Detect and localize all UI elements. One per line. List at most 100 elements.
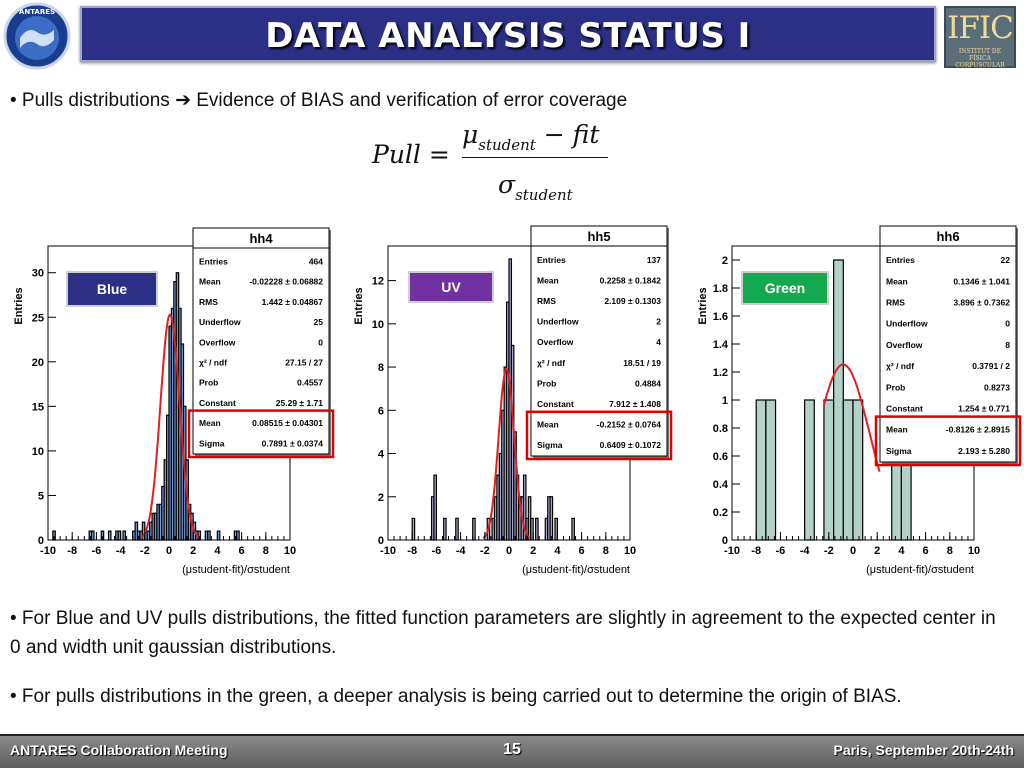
stats-value: 1.442 ± 0.04867 (262, 297, 324, 307)
stats-key: Mean (199, 418, 221, 428)
stats-value: 0.4557 (297, 378, 323, 388)
y-tick-label: 0 (378, 535, 384, 547)
bullet-blue-uv: • For Blue and UV pulls distributions, t… (10, 608, 996, 658)
stats-box-bg (192, 227, 330, 455)
stats-key: RMS (537, 296, 556, 306)
stats-key: Prob (886, 382, 905, 392)
stats-box-title: hh4 (249, 231, 273, 246)
y-tick-label: 0.2 (713, 507, 728, 519)
stats-box-title: hh6 (936, 229, 959, 244)
series-badge: UV (408, 271, 494, 303)
x-tick-label: 2 (190, 545, 196, 557)
stats-key: Constant (886, 404, 923, 414)
stats-value: 27.15 / 27 (285, 358, 323, 368)
gaussian-fit-curve (140, 313, 200, 539)
fit-params-highlight (525, 410, 673, 461)
histogram-bin (207, 530, 211, 541)
stats-value: -0.2152 ± 0.0764 (597, 420, 661, 430)
stats-value: 0.2258 ± 0.1842 (600, 275, 662, 285)
histogram-bin (535, 517, 539, 541)
stats-value: 464 (309, 257, 323, 267)
histogram-bin (755, 399, 767, 541)
x-tick-label: 6 (923, 545, 929, 557)
stats-value: 0 (318, 337, 323, 347)
chart-hh5: -10 -8 -6 -4 -2 0 2 4 6 8 10 0 2 4 6 8 10 12 Entries (μstud… (353, 225, 673, 576)
pull-formula: Pull = μstudent − fit σstudent (370, 120, 620, 210)
stats-value: -0.02228 ± 0.06882 (249, 277, 323, 287)
stats-key: Overflow (886, 340, 923, 350)
y-tick-label: 0.6 (713, 451, 728, 463)
y-tick-label: 25 (32, 312, 44, 324)
x-tick-label: 0 (850, 545, 856, 557)
stats-key: Mean (886, 425, 908, 435)
stats-value: 2.109 ± 0.1303 (604, 296, 661, 306)
histogram-bin (107, 530, 112, 541)
y-axis-label: Entries (697, 287, 709, 324)
x-tick-label: 10 (624, 545, 636, 557)
fit-params-highlight (874, 415, 1022, 467)
stats-value: 25.29 ± 1.71 (276, 398, 323, 408)
y-tick-label: 1.4 (713, 339, 729, 351)
stats-key: Underflow (886, 319, 928, 329)
y-tick-label: 12 (372, 276, 384, 288)
x-axis-label: (μstudent-fit)/σstudent (522, 564, 630, 576)
formula-lhs: Pull = (372, 140, 450, 169)
ific-logo-subtext: INSTITUT DE FÍSICA CORPUSCULAR (955, 48, 1005, 69)
stats-box: hh4 Entries 464 Mean -0.02228 ± 0.06882 RMS 1.… (187, 227, 335, 459)
stats-value: 0 (1005, 319, 1010, 329)
x-tick-label: -8 (751, 545, 761, 557)
series-badge: Green (741, 271, 829, 305)
histogram-bin (803, 399, 815, 541)
ific-logo: IFIC INSTITUT DE FÍSICA CORPUSCULAR (944, 6, 1016, 69)
bullet-pulls-text-2: Evidence of BIAS and verification of err… (190, 90, 628, 111)
x-tick-label: 10 (968, 545, 980, 557)
x-tick-label: -4 (456, 545, 467, 557)
x-tick-label: 2 (874, 545, 880, 557)
series-badge-label: Green (765, 280, 805, 296)
histogram-bin (90, 530, 95, 541)
x-tick-label: 6 (579, 545, 585, 557)
x-tick-label: 6 (239, 545, 245, 557)
y-tick-label: 0 (38, 535, 44, 547)
gaussian-fit-curve (482, 367, 531, 539)
stats-value: 4 (656, 337, 661, 347)
arrow-icon: ➔ (175, 90, 191, 111)
stats-value: 0.7891 ± 0.0374 (262, 438, 324, 448)
x-tick-label: -2 (480, 545, 490, 557)
y-tick-label: 1 (722, 395, 728, 407)
x-tick-label: -4 (116, 545, 127, 557)
stats-key: RMS (199, 297, 218, 307)
x-tick-label: -8 (67, 545, 77, 557)
bullet-pulls-text: • Pulls distributions (10, 90, 176, 111)
histogram-bin (522, 474, 527, 541)
y-tick-label: 6 (378, 405, 384, 417)
stats-key: Constant (537, 399, 574, 409)
y-tick-label: 15 (32, 401, 44, 413)
stats-value: 8 (1005, 340, 1010, 350)
stats-key: Prob (199, 378, 218, 388)
y-tick-label: 2 (378, 492, 384, 504)
y-tick-label: 20 (32, 357, 44, 369)
y-tick-label: 8 (378, 362, 384, 374)
stats-value: 0.3791 / 2 (972, 361, 1010, 371)
stats-box: hh5 Entries 137 Mean 0.2258 ± 0.1842 RMS 2.109… (525, 225, 673, 461)
histogram-bin (549, 496, 554, 541)
fit-params-highlight (187, 409, 335, 459)
histogram-bin (236, 530, 240, 541)
chart-hh4: -10 -8 -6 -4 -2 0 2 4 6 8 10 0 5 10 15 20 25 30 Entries (μs… (13, 227, 335, 576)
histogram-bin (455, 517, 459, 541)
stats-key: Mean (537, 275, 559, 285)
x-axis-label: (μstudent-fit)/σstudent (866, 564, 974, 576)
histogram-bin (122, 530, 127, 541)
stats-value: 0.8273 (984, 382, 1010, 392)
y-axis-label: Entries (13, 287, 25, 324)
stats-value: 18.51 / 19 (623, 358, 661, 368)
stats-key: χ² / ndf (886, 361, 914, 371)
gaussian-fit-curve (823, 363, 881, 472)
y-tick-label: 1.2 (713, 367, 728, 379)
ific-logo-text: IFIC (947, 10, 1014, 46)
x-tick-label: -6 (776, 545, 786, 557)
y-tick-label: 1.6 (713, 311, 728, 323)
x-tick-label: 4 (898, 545, 905, 557)
y-tick-label: 0.8 (713, 423, 728, 435)
